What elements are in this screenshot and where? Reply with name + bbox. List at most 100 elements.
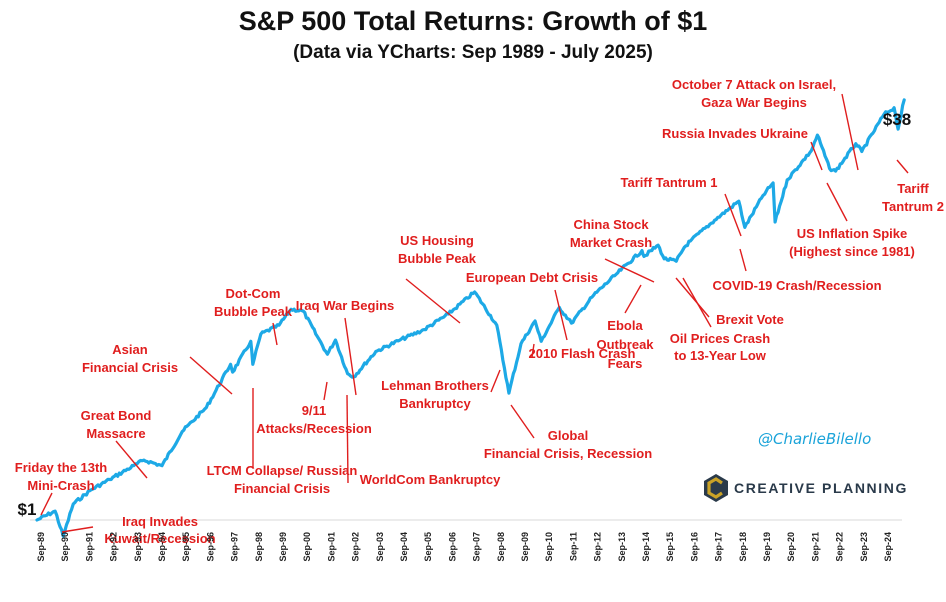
x-tick-label: Sep-99 [278,532,288,562]
creative-planning-logo: CREATIVE PLANNING [704,474,908,502]
annotation-label: Massacre [86,426,145,441]
x-tick-label: Sep-21 [810,532,820,562]
x-tick-label: Sep-20 [786,532,796,562]
x-tick-label: Sep-09 [520,532,530,562]
annotation-leader [490,369,501,393]
annotation-leader [323,381,328,401]
leader-lines [40,93,909,533]
logo-text: CREATIVE PLANNING [734,480,908,496]
annotation-label: Lehman Brothers [381,378,489,393]
annotation-label: LTCM Collapse/ Russian [207,463,358,478]
annotation-label: Russia Invades Ukraine [662,126,808,141]
logo-mark-icon [704,474,728,502]
annotation-label: WorldCom Bankruptcy [360,472,501,487]
annotation-label: Bubble Peak [214,304,293,319]
annotation-label: Ebola [607,318,643,333]
x-tick-labels: Sep-89 Sep-90 Sep-91 Sep-92 Sep-93 Sep-94 Sep-… [36,532,893,562]
x-tick-label: Sep-97 [230,532,240,562]
annotation-label: Bankruptcy [399,396,471,411]
annotation-label: Market Crash [570,235,652,250]
series-layer [35,98,906,538]
annotation-leader [554,289,568,341]
x-tick-label: Sep-91 [84,532,94,562]
x-tick-label: Sep-11 [568,532,578,561]
x-tick-label: Sep-89 [36,532,46,562]
annotation-label: Iraq War Begins [296,298,394,313]
annotation-label: Financial Crisis [234,481,330,496]
x-tick-label: Sep-07 [472,532,482,562]
annotation-leader [531,343,535,358]
annotation-label: Financial Crisis [82,360,178,375]
annotation-leader [115,440,148,479]
annotation-label: 2010 Flash Crash [529,346,636,361]
annotation-leader [346,394,349,484]
event-annotation: US Inflation Spike (Highest since 1981) [789,226,915,259]
annotation-label: Global [548,428,588,443]
x-tick-label: Sep-14 [641,532,651,562]
event-annotation: COVID-19 Crash/Recession [712,278,881,293]
annotation-label: Great Bond [81,408,152,423]
annotation-label: Attacks/Recession [256,421,372,436]
annotations: Friday the 13th Mini-Crash Iraq Invades Kuw… [15,77,944,546]
annotation-label: to 13-Year Low [674,348,767,363]
x-tick-label: Sep-01 [326,532,336,562]
event-annotation: Ebola Outbreak Fears [596,318,654,371]
author-handle: @CharlieBilello [758,430,871,448]
annotation-leader [61,526,94,533]
annotation-label: Mini-Crash [27,478,94,493]
end-value-label: $38 [883,110,911,129]
annotation-leader [344,317,357,396]
x-tick-label: Sep-17 [714,532,724,562]
chart-subtitle: (Data via YCharts: Sep 1989 - July 2025) [293,42,653,63]
event-annotation: Friday the 13th Mini-Crash [15,460,108,493]
annotation-label: Tariff [897,181,929,196]
x-tick-label: Sep-15 [665,532,675,562]
x-tick-label: Sep-93 [133,532,143,562]
x-tick-label: Sep-90 [60,532,70,562]
x-tick-label: Sep-19 [762,532,772,562]
event-annotation: Tariff Tantrum 1 [620,175,717,190]
x-tick-label: Sep-03 [375,532,385,562]
x-tick-label: Sep-08 [496,532,506,562]
annotation-leader [604,258,655,283]
x-tick-label: Sep-10 [544,532,554,562]
annotation-label: 9/11 [302,403,327,418]
annotation-label: Fears [608,356,643,371]
annotation-label: US Housing [400,233,474,248]
x-tick-label: Sep-24 [883,532,893,562]
x-tick-label: Sep-05 [423,532,433,562]
event-annotation: October 7 Attack on Israel, Gaza War Begi… [672,77,836,110]
annotation-label: Dot-Com [226,286,281,301]
event-annotation: 2010 Flash Crash [529,346,636,361]
annotation-leader [841,93,859,171]
x-tick-label: Sep-23 [859,532,869,562]
annotation-leader [739,248,747,272]
annotation-label: Tantrum 2 [882,199,944,214]
event-annotation: Iraq Invades Kuwait/Recession [104,514,215,546]
event-annotation: Lehman Brothers Bankruptcy [381,378,489,411]
annotation-label: Iraq Invades [122,514,198,529]
event-annotation: Brexit Vote [716,312,784,327]
x-tick-label: Sep-00 [302,532,312,562]
annotation-label: China Stock [573,217,649,232]
start-value-label: $1 [18,500,37,519]
event-annotation: Iraq War Begins [296,298,394,313]
event-annotation: Oil Prices Crash to 13-Year Low [670,331,770,363]
event-annotation: Asian Financial Crisis [82,342,178,375]
annotation-leader [272,322,278,346]
x-tick-label: Sep-18 [738,532,748,562]
annotation-leader [724,193,742,237]
x-tick-label: Sep-98 [254,532,264,562]
annotation-label: US Inflation Spike [797,226,908,241]
annotation-label: Brexit Vote [716,312,784,327]
x-tick-label: Sep-16 [689,532,699,562]
event-annotation: Great Bond Massacre [81,408,152,441]
series-line [35,98,906,538]
annotation-leader [826,182,848,222]
annotation-leader [189,356,233,395]
annotation-label: Bubble Peak [398,251,477,266]
annotation-label: Tariff Tantrum 1 [620,175,717,190]
event-annotation: 9/11 Attacks/Recession [256,403,372,436]
annotation-label: October 7 Attack on Israel, [672,77,836,92]
